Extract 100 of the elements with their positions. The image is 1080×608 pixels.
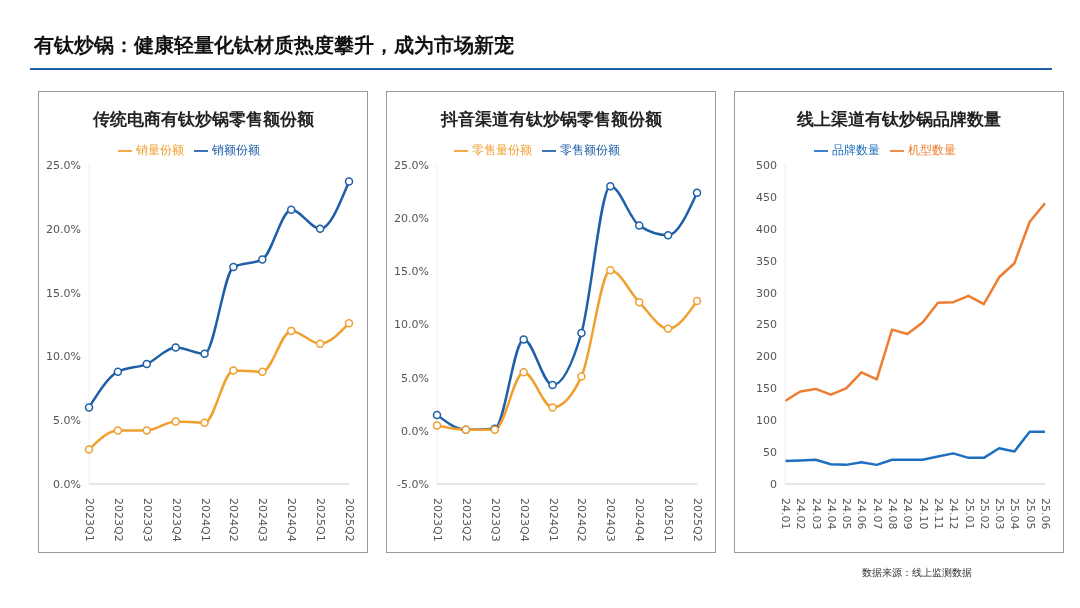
x-tick-label: 24.02 [794, 498, 808, 530]
x-tick-label: 2023Q2 [111, 498, 125, 542]
point [663, 324, 673, 333]
x-tick-label: 2023Q4 [517, 498, 531, 542]
x-tick-label: 24.03 [809, 498, 823, 530]
x-tick-label: 2023Q3 [140, 498, 154, 542]
source-note: 数据来源：线上监测数据 [862, 566, 972, 580]
line-series [783, 430, 1047, 467]
point [286, 205, 296, 214]
y-tick-label: 400 [756, 222, 777, 236]
point [432, 410, 442, 420]
x-tick-label: 2025Q2 [343, 498, 356, 542]
y-tick-label: 20.0% [394, 212, 429, 226]
point [344, 177, 354, 186]
point [258, 367, 267, 376]
point [142, 359, 152, 369]
x-tick-label: 24.07 [870, 498, 884, 530]
point [663, 230, 673, 240]
y-tick-label: 150 [756, 382, 777, 396]
y-tick-label: 10.0% [394, 318, 429, 332]
x-tick-label: 25.02 [977, 498, 991, 530]
point [315, 224, 325, 234]
y-tick-label: 20.0% [46, 222, 81, 236]
point [577, 328, 586, 338]
x-tick-label: 24.05 [840, 498, 854, 530]
x-tick-label: 2024Q3 [604, 498, 618, 542]
point [692, 296, 702, 306]
point [286, 326, 296, 336]
chart-title: 线上渠道有钛炒锅品牌数量 [796, 108, 1002, 131]
legend-label: 销量份额 [136, 143, 184, 157]
y-tick-label: 25.0% [394, 158, 429, 172]
point [315, 339, 325, 348]
point [606, 266, 615, 275]
y-tick-label: 0.0% [401, 424, 429, 438]
point [113, 367, 123, 376]
y-tick-label: 15.0% [46, 286, 81, 300]
y-tick-label: 0 [770, 477, 777, 491]
x-tick-label: 25.06 [1039, 498, 1052, 530]
x-tick-label: 2023Q4 [169, 498, 183, 542]
point [113, 426, 123, 435]
y-tick-label: -5.0% [397, 477, 429, 491]
y-tick-label: 10.0% [46, 350, 81, 364]
y-tick-label: 100 [756, 414, 777, 428]
x-tick-label: 2024Q4 [633, 498, 647, 542]
x-tick-label: 25.05 [1023, 498, 1037, 530]
x-tick-label: 2024Q1 [546, 498, 560, 542]
x-tick-label: 2025Q1 [662, 498, 676, 542]
legend-label: 零售额份额 [560, 143, 620, 157]
text: 有钛炒锅：健康轻量化钛材质热度攀升，成为市场新宠 [34, 32, 514, 59]
point [200, 349, 209, 359]
y-tick-label: 5.0% [401, 371, 429, 385]
legend-label: 品牌数量 [832, 143, 880, 157]
y-tick-label: 0.0% [53, 477, 81, 491]
x-tick-label: 24.10 [916, 498, 930, 530]
point [548, 403, 557, 412]
y-tick-label: 200 [756, 350, 777, 364]
point [577, 372, 586, 381]
point [84, 445, 94, 454]
x-tick-label: 24.06 [855, 498, 869, 530]
chart-title: 抖音渠道有钛炒锅零售额份额 [439, 108, 663, 131]
x-tick-label: 24.08 [886, 498, 900, 530]
x-tick-label: 2024Q2 [227, 498, 241, 542]
point [258, 255, 267, 264]
point [200, 418, 209, 427]
x-tick-label: 25.03 [993, 498, 1007, 530]
y-tick-label: 25.0% [46, 158, 81, 172]
y-tick-label: 15.0% [394, 265, 429, 279]
point [171, 343, 180, 352]
point [84, 403, 94, 412]
point [171, 417, 180, 426]
y-tick-label: 250 [756, 318, 777, 332]
legend-label: 销额份额 [212, 143, 260, 157]
chart-title: 传统电商有钛炒锅零售额份额 [91, 108, 315, 131]
point [344, 318, 354, 328]
y-tick-label: 5.0% [53, 414, 81, 428]
x-tick-label: 2024Q1 [198, 498, 212, 542]
x-tick-label: 2023Q1 [431, 498, 444, 542]
x-tick-label: 2024Q2 [575, 498, 589, 542]
point [692, 188, 702, 197]
x-tick-label: 24.11 [931, 498, 945, 530]
x-tick-label: 24.04 [824, 498, 838, 530]
y-tick-label: 350 [756, 254, 777, 268]
x-tick-label: 2023Q1 [83, 498, 96, 542]
point [548, 380, 557, 390]
point [634, 297, 644, 307]
x-tick-label: 24.12 [947, 498, 961, 530]
y-tick-label: 450 [756, 190, 777, 204]
x-tick-label: 2023Q2 [459, 498, 473, 542]
point [634, 221, 644, 230]
y-tick-label: 300 [756, 286, 777, 300]
x-tick-label: 2025Q2 [691, 498, 704, 542]
x-tick-label: 24.01 [779, 498, 792, 530]
point [229, 262, 238, 272]
point [519, 368, 528, 377]
y-tick-label: 500 [756, 158, 777, 172]
y-tick-label: 50 [763, 446, 777, 460]
x-tick-label: 24.09 [901, 498, 915, 530]
legend-label: 零售量份额 [472, 143, 532, 157]
point [229, 366, 238, 375]
legend-label: 机型数量 [908, 143, 956, 157]
